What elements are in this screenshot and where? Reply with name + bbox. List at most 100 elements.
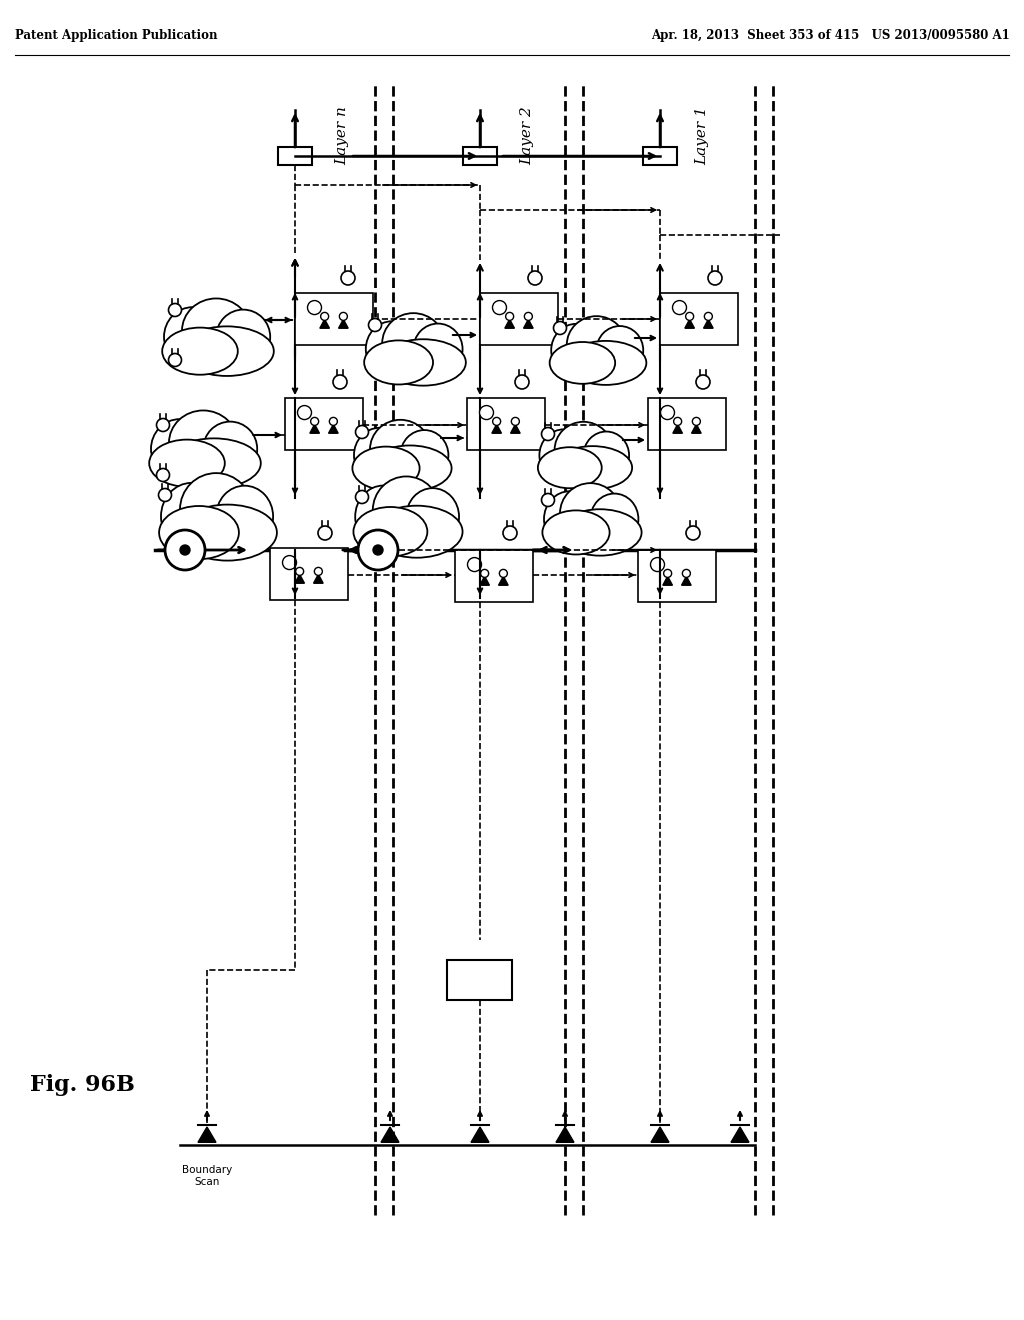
Circle shape [373,545,383,554]
Ellipse shape [373,477,439,544]
Ellipse shape [182,298,251,363]
Ellipse shape [543,511,609,554]
Circle shape [298,405,311,420]
Text: Layer 2: Layer 2 [520,106,534,165]
Ellipse shape [216,310,270,364]
Ellipse shape [178,504,276,561]
Ellipse shape [159,506,239,560]
Polygon shape [310,424,319,433]
Ellipse shape [538,447,602,488]
Circle shape [165,531,205,570]
Circle shape [314,568,323,576]
Circle shape [310,417,318,425]
Bar [447,960,512,1001]
Bar [648,399,726,450]
Polygon shape [499,577,508,585]
Circle shape [511,417,519,425]
Polygon shape [319,319,330,329]
Circle shape [493,417,501,425]
Polygon shape [703,319,713,329]
Polygon shape [480,577,489,585]
Ellipse shape [544,491,595,546]
Polygon shape [198,1127,216,1142]
Bar [467,399,545,450]
Ellipse shape [567,317,626,374]
Text: Apr. 18, 2013  Sheet 353 of 415   US 2013/0095580 A1: Apr. 18, 2013 Sheet 353 of 415 US 2013/0… [651,29,1010,41]
Polygon shape [651,1127,669,1142]
Ellipse shape [164,308,221,367]
Ellipse shape [560,483,621,544]
Circle shape [339,313,347,321]
Polygon shape [556,1127,574,1142]
Circle shape [503,525,517,540]
Circle shape [542,494,555,507]
Polygon shape [471,1127,489,1142]
Circle shape [159,488,171,502]
Ellipse shape [381,339,466,385]
Bar [295,293,373,345]
Circle shape [169,304,181,317]
Circle shape [333,375,347,389]
Bar [463,147,497,165]
Circle shape [355,491,369,503]
Ellipse shape [558,510,642,556]
Polygon shape [663,577,673,585]
Circle shape [686,313,693,321]
Ellipse shape [400,430,449,480]
Circle shape [660,405,675,420]
Ellipse shape [180,326,273,376]
Ellipse shape [365,341,433,384]
Ellipse shape [161,483,222,550]
Polygon shape [295,574,304,583]
Circle shape [157,418,170,432]
Text: Fig. 96B: Fig. 96B [30,1074,135,1096]
Polygon shape [329,424,338,433]
Circle shape [318,525,332,540]
Polygon shape [313,574,324,583]
Circle shape [330,417,337,425]
Ellipse shape [353,507,427,557]
Circle shape [468,557,481,572]
Ellipse shape [565,341,646,385]
Circle shape [180,545,190,554]
Text: Layer n: Layer n [335,106,349,165]
Ellipse shape [180,473,252,546]
Ellipse shape [366,321,418,378]
Text: Boundary
Scan: Boundary Scan [182,1166,232,1187]
Circle shape [528,271,542,285]
Circle shape [686,525,700,540]
Circle shape [296,568,304,576]
Ellipse shape [553,446,632,490]
Ellipse shape [216,486,273,548]
Bar [278,147,312,165]
Circle shape [479,405,494,420]
Ellipse shape [354,428,406,483]
Circle shape [369,318,382,331]
Circle shape [708,271,722,285]
Bar [270,548,348,601]
Text: Patent Application Publication: Patent Application Publication [15,29,217,41]
Circle shape [650,557,665,572]
Circle shape [692,417,700,425]
Circle shape [500,569,507,577]
Ellipse shape [162,327,238,375]
Circle shape [307,301,322,314]
Polygon shape [691,424,701,433]
Circle shape [542,428,555,441]
Circle shape [321,313,329,321]
Ellipse shape [551,323,601,376]
Text: Layer 1: Layer 1 [695,106,709,165]
Bar [638,550,716,602]
Polygon shape [682,577,691,585]
Bar [660,293,738,345]
Circle shape [524,313,532,321]
Polygon shape [511,424,520,433]
Ellipse shape [414,323,463,375]
Circle shape [696,375,710,389]
Circle shape [358,531,398,570]
Circle shape [283,556,297,569]
Bar [455,550,534,602]
Circle shape [169,354,181,367]
Ellipse shape [382,313,444,374]
Ellipse shape [169,411,238,475]
